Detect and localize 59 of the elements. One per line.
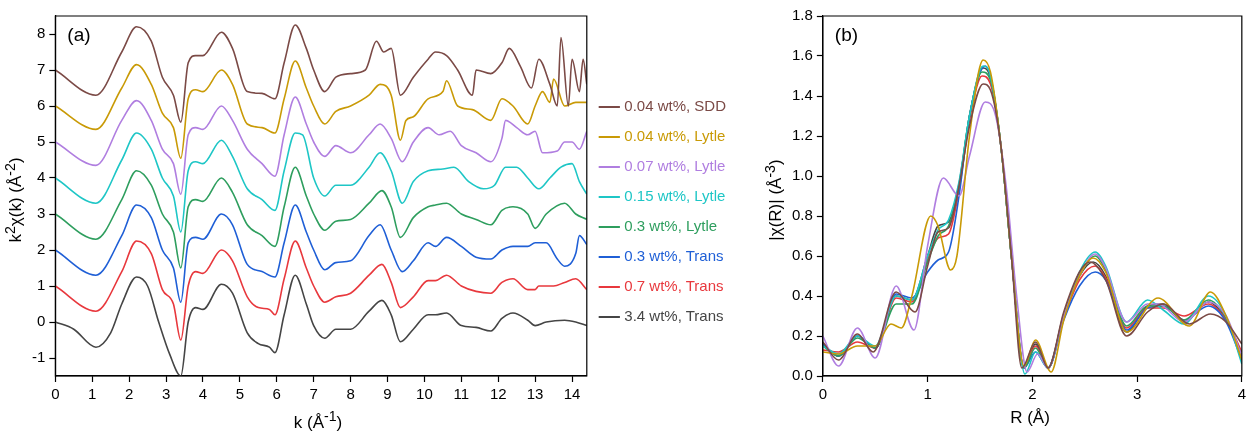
x-tick-label: 2 [124, 385, 134, 403]
legend-label: 0.04 wt%, SDD [624, 97, 727, 115]
x-tick-label: 12 [489, 385, 507, 403]
legend-label: 0.3 wt%, Trans [624, 247, 724, 265]
x-tick-label: 7 [309, 385, 318, 403]
legend-label: 0.07 wt%, Lytle [624, 157, 726, 175]
line-series [55, 240, 587, 341]
x-tick-label: 1 [88, 385, 97, 403]
y-tick-label: 5 [36, 132, 46, 150]
y-tick-label: 4 [36, 168, 46, 186]
x-tick-label: 9 [383, 385, 392, 403]
x-tick-label: 1 [923, 385, 932, 403]
y-tick-label: 7 [36, 60, 46, 78]
x-tick-label: 13 [526, 385, 544, 403]
legend-label: 0.3 wt%, Lytle [624, 217, 718, 235]
x-tick-label: 3 [1132, 385, 1142, 403]
y-tick-label: 0 [36, 312, 46, 330]
annotation: (b) [834, 23, 859, 45]
annotation: (a) [67, 23, 91, 45]
y-tick-label: 1.6 [791, 46, 813, 64]
x-tick-label: 5 [235, 385, 245, 403]
x-axis-title: k (Å$^{-1}$) [293, 408, 343, 433]
x-tick-label: 4 [1237, 385, 1246, 403]
x-tick-label: 0 [51, 385, 60, 403]
y-tick-label: 3 [36, 204, 46, 222]
legend-label: 0.15 wt%, Lytle [624, 187, 726, 205]
x-tick-label: 3 [161, 385, 171, 403]
x-tick-label: 10 [416, 385, 433, 403]
line-series [55, 132, 587, 233]
line-series [55, 60, 587, 159]
y-tick-label: 1.2 [791, 126, 813, 144]
y-tick-label: -1 [31, 348, 46, 366]
y-tick-label: 0.4 [791, 286, 813, 304]
x-tick-label: 2 [1028, 385, 1037, 403]
y-tick-label: 8 [36, 24, 46, 42]
y-tick-label: 0.0 [791, 366, 813, 384]
y-tick-label: 6 [36, 96, 46, 114]
x-tick-label: 11 [453, 385, 470, 403]
line-series [55, 166, 587, 269]
y-tick-label: 0.6 [791, 246, 813, 264]
legend-label: 0.04 wt%, Lytle [624, 127, 726, 145]
x-tick-label: 8 [346, 385, 355, 403]
legend-label: 3.4 wt%, Trans [624, 307, 724, 325]
line-series [55, 24, 587, 123]
x-tick-label: 0 [818, 385, 828, 403]
x-tick-label: 4 [198, 385, 208, 403]
y-tick-label: 1.0 [791, 166, 813, 184]
legend-label: 0.7 wt%, Trans [624, 277, 724, 295]
y-tick-label: 0.2 [791, 326, 813, 344]
line-series [55, 96, 587, 195]
y-tick-label: 1.8 [791, 6, 813, 24]
y-tick-label: 0.8 [791, 206, 813, 224]
y-tick-label: 1.4 [791, 86, 813, 104]
x-tick-label: 14 [563, 385, 581, 403]
y-tick-label: 1 [36, 276, 46, 294]
x-axis-title: R (Å) [1010, 408, 1050, 428]
line-series [55, 204, 587, 303]
y-tick-label: 2 [36, 240, 46, 258]
x-tick-label: 6 [272, 385, 281, 403]
